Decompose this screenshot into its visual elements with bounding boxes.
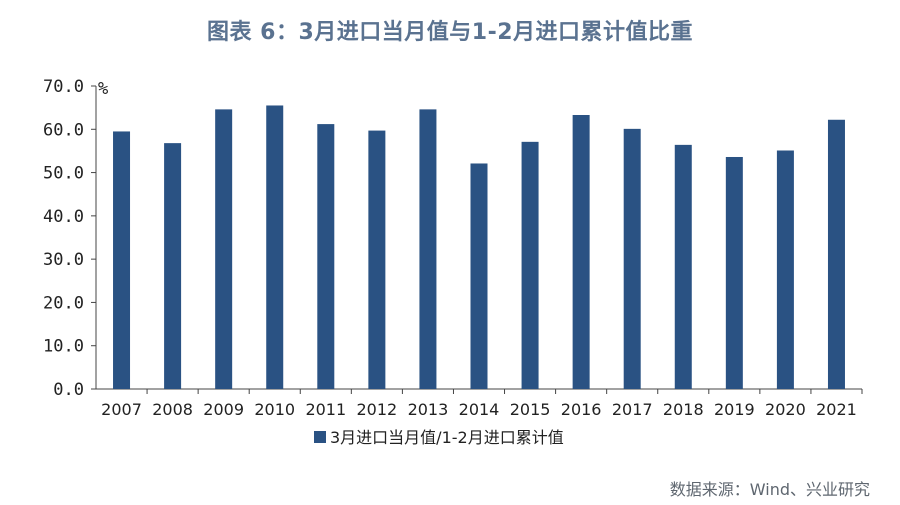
x-tick-label: 2015 bbox=[510, 400, 551, 419]
y-axis-unit-label: % bbox=[98, 79, 108, 99]
x-tick-label: 2020 bbox=[765, 400, 806, 419]
chart-title: 图表 6：3月进口当月值与1-2月进口累计值比重 bbox=[206, 20, 694, 45]
x-tick-label: 2013 bbox=[408, 400, 449, 419]
y-tick-label: 60.0 bbox=[43, 120, 84, 140]
data-source-note: 数据来源：Wind、兴业研究 bbox=[669, 480, 870, 499]
x-tick-label: 2009 bbox=[203, 400, 244, 419]
bar-2010 bbox=[266, 105, 284, 389]
x-tick-label: 2010 bbox=[254, 400, 295, 419]
legend: 3月进口当月值/1-2月进口累计值 bbox=[314, 428, 564, 447]
bar-2009 bbox=[215, 109, 233, 390]
y-tick-label: 50.0 bbox=[43, 164, 84, 184]
bar-2016 bbox=[572, 115, 590, 389]
bar-2012 bbox=[368, 130, 386, 389]
x-tick-label: 2007 bbox=[101, 400, 142, 419]
x-tick-label: 2021 bbox=[816, 400, 857, 419]
x-tick-label: 2017 bbox=[612, 400, 653, 419]
x-tick-label: 2018 bbox=[663, 400, 704, 419]
x-tick-label: 2012 bbox=[357, 400, 398, 419]
y-tick-label: 20.0 bbox=[43, 293, 84, 313]
y-tick-label: 30.0 bbox=[43, 250, 84, 270]
legend-label: 3月进口当月值/1-2月进口累计值 bbox=[330, 428, 564, 447]
bar-2019 bbox=[725, 156, 743, 389]
y-tick-label: 0.0 bbox=[53, 380, 84, 400]
bar-2017 bbox=[623, 128, 641, 390]
y-tick-label: 40.0 bbox=[43, 207, 84, 227]
bar-2018 bbox=[674, 144, 692, 389]
bar-2014 bbox=[470, 163, 488, 389]
x-axis: 2007 2008 2009 2010 2011 2012 2013 2014 2015 2016… bbox=[96, 388, 863, 419]
x-tick-label: 2016 bbox=[561, 400, 602, 419]
y-tick-label: 10.0 bbox=[43, 337, 84, 357]
bar-2020 bbox=[776, 150, 794, 389]
bar-2008 bbox=[164, 143, 182, 389]
bar-2013 bbox=[419, 109, 437, 390]
bar-2015 bbox=[521, 141, 539, 389]
x-tick-label: 2019 bbox=[714, 400, 755, 419]
x-tick-label: 2014 bbox=[459, 400, 500, 419]
bars bbox=[113, 105, 845, 390]
legend-swatch bbox=[314, 431, 326, 443]
bar-2007 bbox=[113, 131, 131, 389]
bar-2021 bbox=[827, 119, 845, 390]
x-tick-label: 2011 bbox=[305, 400, 346, 419]
bar-2011 bbox=[317, 124, 335, 389]
y-axis: 0.0 10.0 20.0 30.0 40.0 50.0 60.0 70.0 bbox=[43, 77, 97, 400]
bar-chart: 0.0 10.0 20.0 30.0 40.0 50.0 60.0 70.0 2007 2008… bbox=[43, 77, 863, 447]
y-tick-label: 70.0 bbox=[43, 77, 84, 97]
x-tick-label: 2008 bbox=[152, 400, 193, 419]
